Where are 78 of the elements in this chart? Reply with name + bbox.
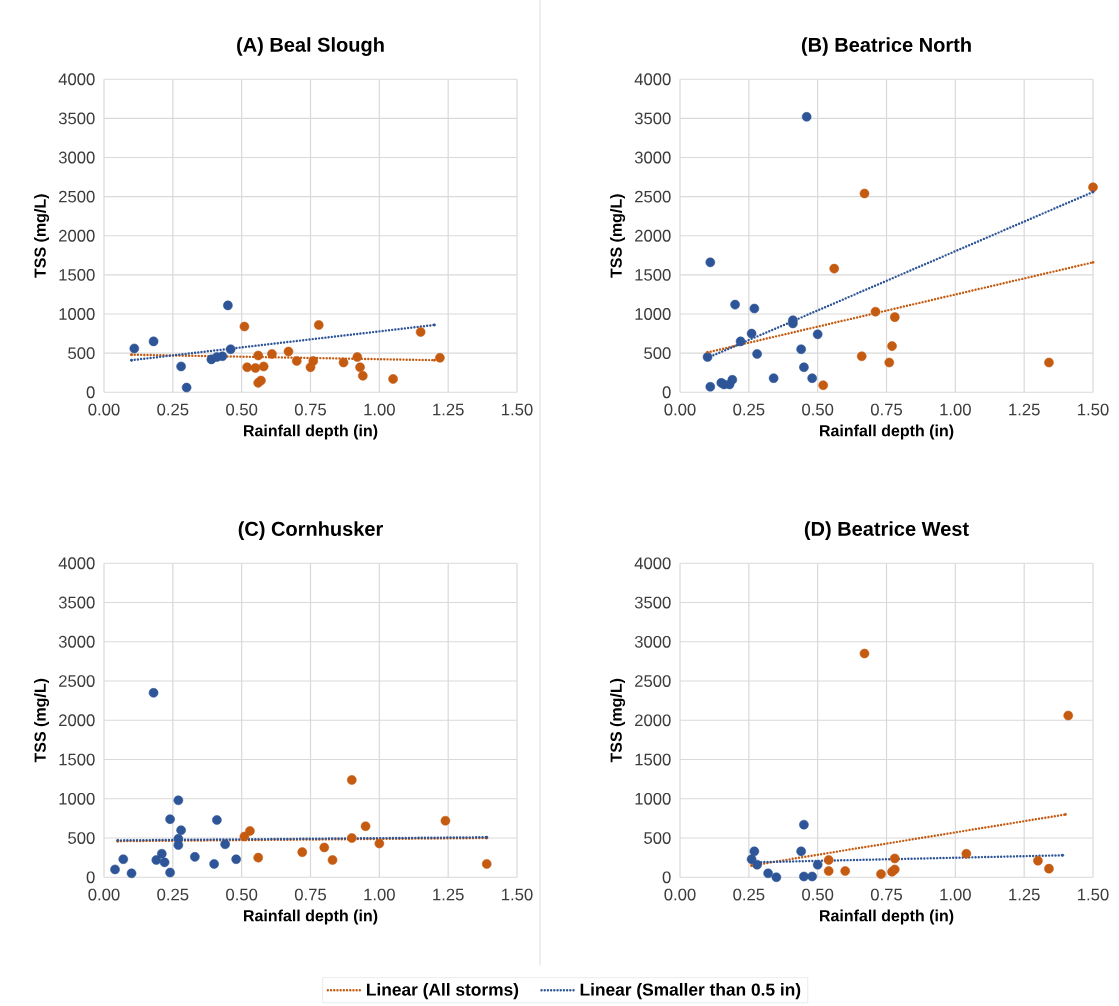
- x-tick-label: 1.25: [433, 888, 464, 901]
- x-tick-label: 0.25: [733, 888, 765, 901]
- y-tick-label: 2500: [59, 675, 95, 687]
- y-tick-label: 0: [86, 871, 95, 884]
- y-tick-label: 1500: [635, 268, 671, 281]
- x-tick-label: 0.75: [870, 888, 903, 901]
- x-tick-label: 0.50: [226, 403, 258, 416]
- y-tick-label: 3000: [58, 635, 95, 648]
- y-tick-label: 1000: [635, 308, 671, 320]
- x-tick-label: 1.50: [502, 888, 533, 901]
- x-tick-label: 0.25: [157, 403, 189, 416]
- y-tick-label: 3500: [634, 596, 671, 609]
- x-tick-label: 1.50: [1078, 888, 1109, 901]
- x-tick-label: 1.00: [940, 403, 971, 416]
- y-tick-label: 0: [86, 386, 95, 399]
- y-tick-label: 3500: [634, 112, 671, 125]
- y-tick-label: 4000: [634, 73, 671, 86]
- x-tick-label: 1.25: [1009, 888, 1040, 901]
- x-tick-label: 0.25: [157, 888, 189, 901]
- legend-label: Linear (All storms): [367, 982, 519, 1000]
- y-tick-label: 500: [68, 347, 95, 359]
- chart-title: (D) Beatrice West: [804, 521, 969, 540]
- y-tick-label: 4000: [634, 557, 671, 570]
- x-tick-label: 1.00: [940, 888, 971, 901]
- y-tick-label: 3000: [634, 151, 671, 164]
- x-tick-label: 0.50: [802, 888, 834, 901]
- y-tick-label: 2000: [635, 714, 671, 727]
- y-tick-label: 0: [662, 871, 671, 884]
- y-tick-label: 4000: [58, 73, 95, 86]
- y-tick-label: 3000: [634, 635, 671, 648]
- x-axis-title: Rainfall depth (in): [244, 909, 378, 925]
- x-tick-label: 1.00: [364, 403, 395, 416]
- y-tick-label: 2000: [635, 229, 671, 242]
- y-tick-label: 3500: [58, 596, 95, 609]
- y-tick-label: 0: [662, 386, 671, 399]
- x-tick-label: 0.00: [664, 403, 696, 416]
- x-tick-label: 0.00: [664, 888, 696, 901]
- x-tick-label: 0.50: [802, 403, 834, 416]
- x-tick-label: 0.00: [88, 403, 120, 416]
- y-tick-label: 3000: [58, 151, 95, 164]
- y-tick-label: 1000: [59, 308, 95, 320]
- x-tick-label: 1.50: [1078, 403, 1109, 416]
- x-axis-title: Rainfall depth (in): [820, 424, 954, 440]
- x-tick-label: 1.50: [502, 403, 533, 416]
- y-tick-label: 2500: [635, 190, 671, 203]
- x-tick-label: 0.25: [733, 403, 765, 416]
- x-tick-label: 1.25: [1009, 403, 1040, 416]
- chart-title: (B) Beatrice North: [801, 37, 971, 56]
- chart-title: (A) Beal Slough: [237, 37, 384, 56]
- legend-label: Linear (Smaller than 0.5 in): [580, 982, 801, 1000]
- y-axis-title: TSS (mg/L): [34, 194, 50, 278]
- y-tick-label: 2500: [635, 675, 671, 687]
- y-tick-label: 4000: [58, 557, 95, 570]
- y-tick-label: 1500: [59, 753, 95, 766]
- x-tick-label: 0.00: [88, 888, 120, 901]
- y-tick-label: 500: [68, 832, 95, 844]
- y-tick-label: 1500: [59, 268, 95, 281]
- y-axis-title: TSS (mg/L): [610, 194, 626, 278]
- y-tick-label: 2000: [59, 229, 95, 242]
- y-tick-label: 2500: [59, 190, 95, 203]
- y-tick-label: 1000: [635, 792, 671, 805]
- y-tick-label: 500: [644, 347, 671, 359]
- y-axis-title: TSS (mg/L): [610, 678, 626, 763]
- x-axis-title: Rainfall depth (in): [244, 424, 378, 440]
- y-axis-title: TSS (mg/L): [34, 678, 50, 763]
- x-axis-title: Rainfall depth (in): [820, 909, 954, 925]
- y-tick-label: 3500: [58, 112, 95, 125]
- chart-title: (C) Cornhusker: [238, 521, 383, 540]
- y-tick-label: 1000: [59, 792, 95, 805]
- x-tick-label: 1.00: [364, 888, 395, 901]
- x-tick-label: 0.50: [226, 888, 258, 901]
- x-tick-label: 1.25: [433, 403, 464, 416]
- x-tick-label: 0.75: [870, 403, 903, 416]
- y-tick-label: 1500: [635, 753, 671, 766]
- y-tick-label: 500: [644, 832, 671, 844]
- x-tick-label: 0.75: [294, 403, 327, 416]
- x-tick-label: 0.75: [294, 888, 327, 901]
- y-tick-label: 2000: [59, 714, 95, 727]
